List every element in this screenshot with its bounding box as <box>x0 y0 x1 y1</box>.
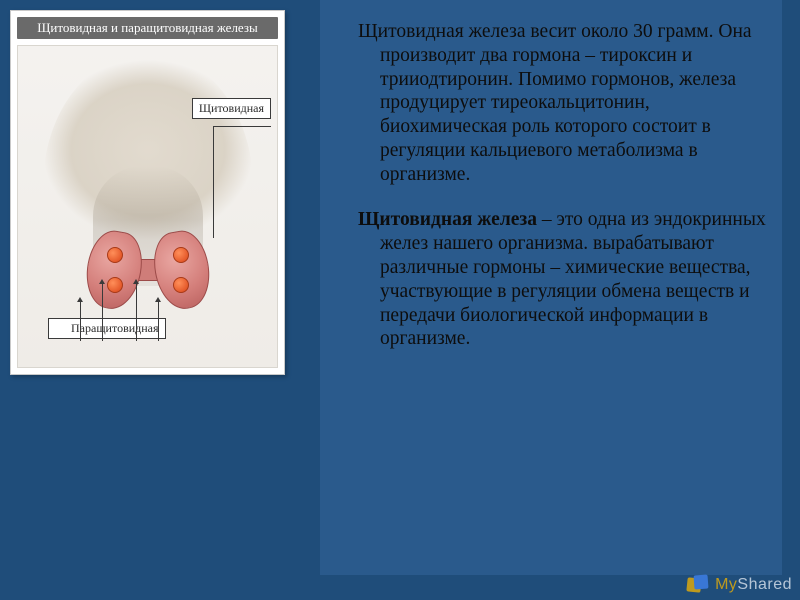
text-panel: Щитовидная железа весит около 30 грамм. … <box>320 0 782 575</box>
anatomy-card-title: Щитовидная и паращитовидная железы <box>17 17 278 39</box>
callout-parathyroid: Паращитовидная <box>48 318 166 339</box>
parathyroid-node-icon <box>107 247 123 263</box>
paragraph-2-lead: Щитовидная железа <box>358 209 537 230</box>
callout-thyroid: Щитовидная <box>192 98 271 119</box>
anatomy-illustration: Щитовидная Паращитовидная <box>17 45 278 368</box>
slide: Щитовидная и паращитовидная железы Щитов… <box>0 0 800 600</box>
right-column: Щитовидная железа весит около 30 грамм. … <box>300 0 800 600</box>
leader-line <box>213 126 214 238</box>
leader-line <box>158 301 159 341</box>
paragraph-1: Щитовидная железа весит около 30 грамм. … <box>336 20 770 186</box>
anatomy-card: Щитовидная и паращитовидная железы Щитов… <box>10 10 285 375</box>
watermark-prefix: My <box>715 576 737 593</box>
watermark: MyShared <box>687 574 792 596</box>
leader-line <box>102 283 103 341</box>
arrowhead-icon <box>77 297 83 302</box>
arrowhead-icon <box>133 279 139 284</box>
leader-line <box>80 301 81 341</box>
watermark-suffix: Shared <box>737 576 792 593</box>
leader-line <box>136 283 137 341</box>
paragraph-2: Щитовидная железа – это одна из эндокрин… <box>336 208 770 351</box>
watermark-text: MyShared <box>715 576 792 594</box>
slides-stack-icon <box>687 574 709 596</box>
arrowhead-icon <box>155 297 161 302</box>
leader-line <box>213 126 271 127</box>
paragraph-1-body: весит около 30 грамм. Она производит два… <box>380 21 752 185</box>
arrowhead-icon <box>99 279 105 284</box>
parathyroid-node-icon <box>173 277 189 293</box>
parathyroid-node-icon <box>107 277 123 293</box>
parathyroid-node-icon <box>173 247 189 263</box>
paragraph-1-lead: Щитовидная железа <box>358 21 525 42</box>
left-column: Щитовидная и паращитовидная железы Щитов… <box>0 0 300 600</box>
